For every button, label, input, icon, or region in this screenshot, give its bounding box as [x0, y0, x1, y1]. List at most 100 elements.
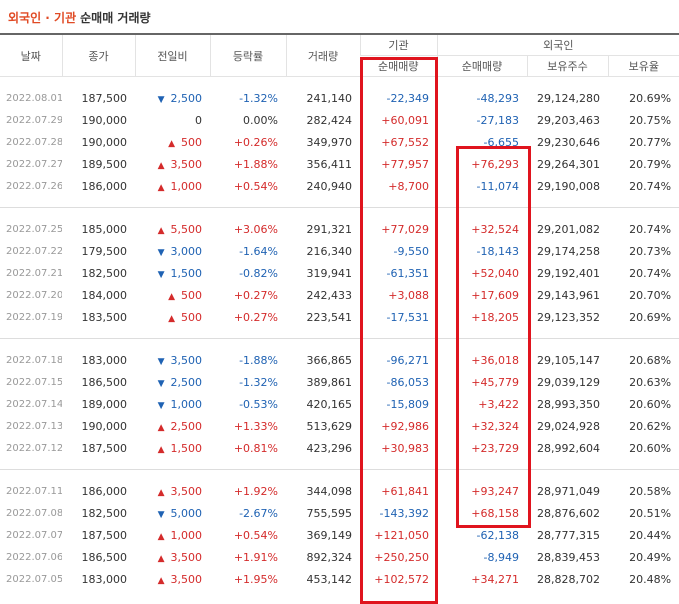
- foreign-ratio: 20.74%: [629, 222, 672, 236]
- change-arrow: ▲: [157, 225, 165, 236]
- data-row: 2022.08.01 187,500 ▼ 2,500 -1.32% 241,140 -22,…: [0, 87, 679, 109]
- rate: +1.92%: [233, 484, 278, 498]
- data-row: 2022.07.05 183,000 ▲ 3,500 +1.95% 453,142 +102…: [0, 568, 679, 590]
- group-header: 외국인: [436, 33, 679, 56]
- close: 183,000: [81, 572, 128, 586]
- change: ▲ 1,000: [135, 175, 210, 197]
- change: ▲ 3,500: [135, 153, 210, 175]
- foreign-holdings: 28,876,602: [537, 506, 600, 520]
- foreign-ratio: 20.79%: [629, 157, 672, 171]
- date: 2022.07.22: [6, 245, 62, 257]
- change-value: 1,000: [170, 179, 203, 193]
- change-value: 3,500: [170, 572, 203, 586]
- change-value: 5,000: [170, 506, 203, 520]
- spacer: [0, 197, 679, 208]
- foreign-net: -18,143: [476, 244, 519, 258]
- close: 186,000: [81, 484, 128, 498]
- change-value: 2,500: [170, 419, 203, 433]
- close: 186,500: [81, 375, 128, 389]
- date: 2022.08.01: [6, 92, 62, 104]
- close: 184,000: [81, 288, 128, 302]
- spacer: [0, 77, 679, 88]
- volume: 216,340: [306, 244, 353, 258]
- rate: +3.06%: [233, 222, 278, 236]
- volume: 755,595: [306, 506, 353, 520]
- volume: 344,098: [306, 484, 353, 498]
- rate: +1.91%: [233, 550, 278, 564]
- change-value: 3,000: [170, 244, 203, 258]
- rate: -1.32%: [239, 91, 278, 105]
- column-header: 등락률: [209, 33, 286, 77]
- group-header: 기관: [359, 33, 437, 56]
- data-row: 2022.07.06 186,500 ▲ 3,500 +1.91% 892,324 +250…: [0, 546, 679, 568]
- foreign-holdings: 29,230,646: [537, 135, 600, 149]
- column-header: 날짜: [0, 33, 62, 77]
- foreign-ratio: 20.48%: [629, 572, 672, 586]
- foreign-holdings: 29,190,008: [537, 179, 600, 193]
- column-header: 순매매량: [436, 55, 527, 77]
- rate: -1.88%: [239, 353, 278, 367]
- data-row: 2022.07.21 182,500 ▼ 1,500 -0.82% 319,941 -61,…: [0, 262, 679, 284]
- close: 182,500: [81, 506, 128, 520]
- volume: 242,433: [306, 288, 353, 302]
- close: 189,000: [81, 397, 128, 411]
- date: 2022.07.20: [6, 289, 62, 301]
- spacer: [0, 207, 679, 218]
- date: 2022.07.08: [6, 507, 62, 519]
- change: ▼ 3,500: [135, 349, 210, 371]
- foreign-net: +32,524: [471, 222, 519, 236]
- rate: +0.54%: [233, 179, 278, 193]
- rate: -1.32%: [239, 375, 278, 389]
- institution-net: -143,392: [379, 506, 429, 520]
- volume: 369,149: [306, 528, 353, 542]
- date: 2022.07.12: [6, 442, 62, 454]
- change: ▼ 2,500: [135, 87, 210, 109]
- row-group: 2022.08.01 187,500 ▼ 2,500 -1.32% 241,140 -22,…: [0, 77, 679, 208]
- foreign-ratio: 20.60%: [629, 441, 672, 455]
- foreign-net: +18,205: [471, 310, 519, 324]
- data-row: 2022.07.25 185,000 ▲ 5,500 +3.06% 291,321 +77,…: [0, 218, 679, 240]
- close: 186,000: [81, 179, 128, 193]
- change-arrow: ▲: [157, 160, 165, 171]
- foreign-net: +3,422: [478, 397, 519, 411]
- close: 185,000: [81, 222, 128, 236]
- foreign-net: -11,074: [476, 179, 519, 193]
- foreign-ratio: 20.49%: [629, 550, 672, 564]
- foreign-net: -8,949: [483, 550, 519, 564]
- change-value: 1,000: [170, 397, 203, 411]
- change: ▼ 2,500: [135, 371, 210, 393]
- row-group: 2022.07.11 186,000 ▲ 3,500 +1.92% 344,098 +61,…: [0, 469, 679, 591]
- institution-net: +77,957: [381, 157, 429, 171]
- foreign-ratio: 20.70%: [629, 288, 672, 302]
- rate: +1.33%: [233, 419, 278, 433]
- change-value: 500: [181, 310, 202, 324]
- spacer-cell: [0, 338, 679, 349]
- foreign-holdings: 28,993,350: [537, 397, 600, 411]
- foreign-ratio: 20.60%: [629, 397, 672, 411]
- foreign-net: -62,138: [476, 528, 519, 542]
- change-arrow: ▲: [157, 487, 165, 498]
- volume: 356,411: [306, 157, 353, 171]
- close: 189,500: [81, 157, 128, 171]
- close: 182,500: [81, 266, 128, 280]
- foreign-net: +68,158: [471, 506, 519, 520]
- close: 190,000: [81, 135, 128, 149]
- data-row: 2022.07.19 183,500 ▲ 500 +0.27% 223,541 -17,53…: [0, 306, 679, 328]
- header-row: 순매매량 순매매량 보유주수 보유율: [0, 55, 679, 77]
- foreign-ratio: 20.44%: [629, 528, 672, 542]
- volume: 389,861: [306, 375, 353, 389]
- foreign-ratio: 20.62%: [629, 419, 672, 433]
- change: ▲ 5,500: [135, 218, 210, 240]
- data-row: 2022.07.20 184,000 ▲ 500 +0.27% 242,433 +3,088…: [0, 284, 679, 306]
- rate: +1.88%: [233, 157, 278, 171]
- change-arrow: ▼: [157, 269, 165, 280]
- change: ▼ 5,000: [135, 502, 210, 524]
- data-row: 2022.07.07 187,500 ▲ 1,000 +0.54% 369,149 +121…: [0, 524, 679, 546]
- change: ▼ 1,000: [135, 393, 210, 415]
- column-header: 전일비: [134, 33, 210, 77]
- rate: +0.27%: [233, 288, 278, 302]
- change: ▼ 1,500: [135, 262, 210, 284]
- data-row: 2022.07.29 190,000 0 0.00% 282,424 +60,091 -27…: [0, 109, 679, 131]
- foreign-holdings: 28,839,453: [537, 550, 600, 564]
- change-arrow: ▲: [168, 138, 175, 149]
